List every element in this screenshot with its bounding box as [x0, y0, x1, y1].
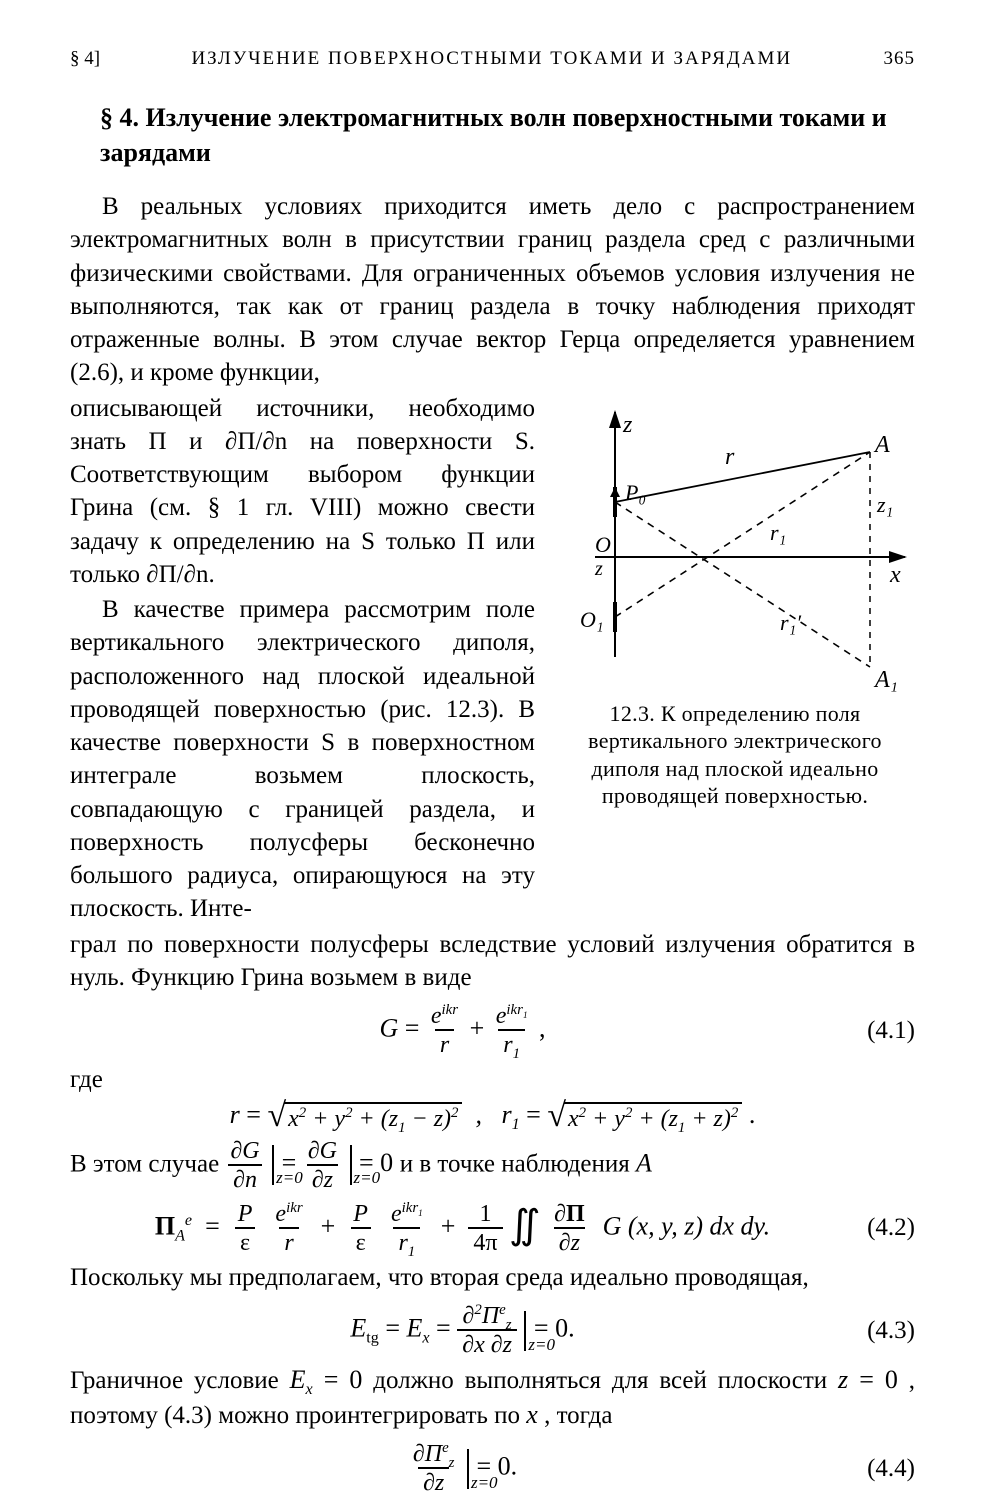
- equation-4-2: ПAe = Pε eikrr + Pε eikr1r1 + 14π ∬ ∂П∂z…: [70, 1202, 915, 1255]
- fig-label-O1: O₁: [580, 607, 604, 632]
- paragraph-case: В этом случае ∂G∂n z=0 = ∂G∂z z=0 = 0 и …: [70, 1139, 915, 1192]
- fig-label-z-axis: z: [622, 412, 633, 438]
- paragraph-1: В реальных условиях приходится иметь дел…: [70, 190, 915, 390]
- running-title: ИЗЛУЧЕНИЕ ПОВЕРХНОСТНЫМИ ТОКАМИ И ЗАРЯДА…: [100, 48, 883, 70]
- figure-caption: 12.3. К определению поля вертикального э…: [555, 700, 915, 810]
- paragraph-5: Граничное условие Ex = 0 должно выполнят…: [70, 1363, 915, 1432]
- fig-label-r1b: r₁′: [780, 610, 802, 635]
- equation-4-4: ∂Πez∂z z=0 = 0. (4.4): [70, 1442, 915, 1495]
- paragraph-4: Поскольку мы предполагаем, что вторая ср…: [70, 1261, 915, 1294]
- where-word: где: [70, 1063, 915, 1096]
- eq-num-43: (4.3): [855, 1317, 915, 1345]
- fig-label-A: A: [873, 432, 890, 458]
- fig-label-zsmall: z: [594, 558, 603, 580]
- eq-num-44: (4.4): [855, 1455, 915, 1483]
- eq-num-41: (4.1): [855, 1017, 915, 1045]
- equation-4-3: Etg = Ex = ∂2Πez∂x ∂z z=0 = 0. (4.3): [70, 1304, 915, 1357]
- running-section: § 4]: [70, 48, 100, 70]
- wrap-two-col: описывающей источники, необходимо знать …: [70, 392, 915, 928]
- txt-case-b: и в точке наблюдения: [400, 1150, 636, 1177]
- fig-label-r1a: r₁: [770, 520, 786, 545]
- paragraph-2a: описывающей источники, необходимо знать …: [70, 392, 535, 592]
- fig-label-P0: P₀: [624, 480, 646, 505]
- equation-4-1: G = eikrr + eikr1r1 , (4.1): [70, 1004, 915, 1057]
- txt-case-a: В этом случае: [70, 1150, 225, 1177]
- figure-block: O z x P₀ z O₁ A A₁ z₁ r: [555, 392, 915, 810]
- wrap-left-text: описывающей источники, необходимо знать …: [70, 392, 535, 928]
- p5b: должно выполняться для всей плоскости: [373, 1367, 838, 1394]
- section-title: § 4. Излучение электромагнитных волн пов…: [100, 100, 915, 170]
- paragraph-2b: В качестве примера рассмотрим поле верти…: [70, 593, 535, 926]
- fig-label-r: r: [725, 444, 735, 470]
- p5d: , тогда: [544, 1402, 612, 1429]
- fig-label-O: O: [595, 532, 611, 557]
- eq-num-42: (4.2): [855, 1214, 915, 1242]
- fig-label-A1: A₁: [873, 667, 898, 692]
- p5a: Граничное условие: [70, 1367, 290, 1394]
- fig-label-z1: z₁: [876, 492, 893, 517]
- fig-label-x-axis: x: [889, 562, 901, 588]
- paragraph-3: грал по поверхности полусферы вследствие…: [70, 928, 915, 995]
- figure-svg: O z x P₀ z O₁ A A₁ z₁ r: [555, 392, 915, 692]
- running-head: § 4] ИЗЛУЧЕНИЕ ПОВЕРХНОСТНЫМИ ТОКАМИ И З…: [70, 48, 915, 70]
- running-page-number: 365: [884, 48, 916, 70]
- page: § 4] ИЗЛУЧЕНИЕ ПОВЕРХНОСТНЫМИ ТОКАМИ И З…: [0, 0, 985, 1500]
- eq-r-defs: r = √x2 + y2 + (z1 − z)2 , r1 = √x2 + y2…: [70, 1100, 915, 1133]
